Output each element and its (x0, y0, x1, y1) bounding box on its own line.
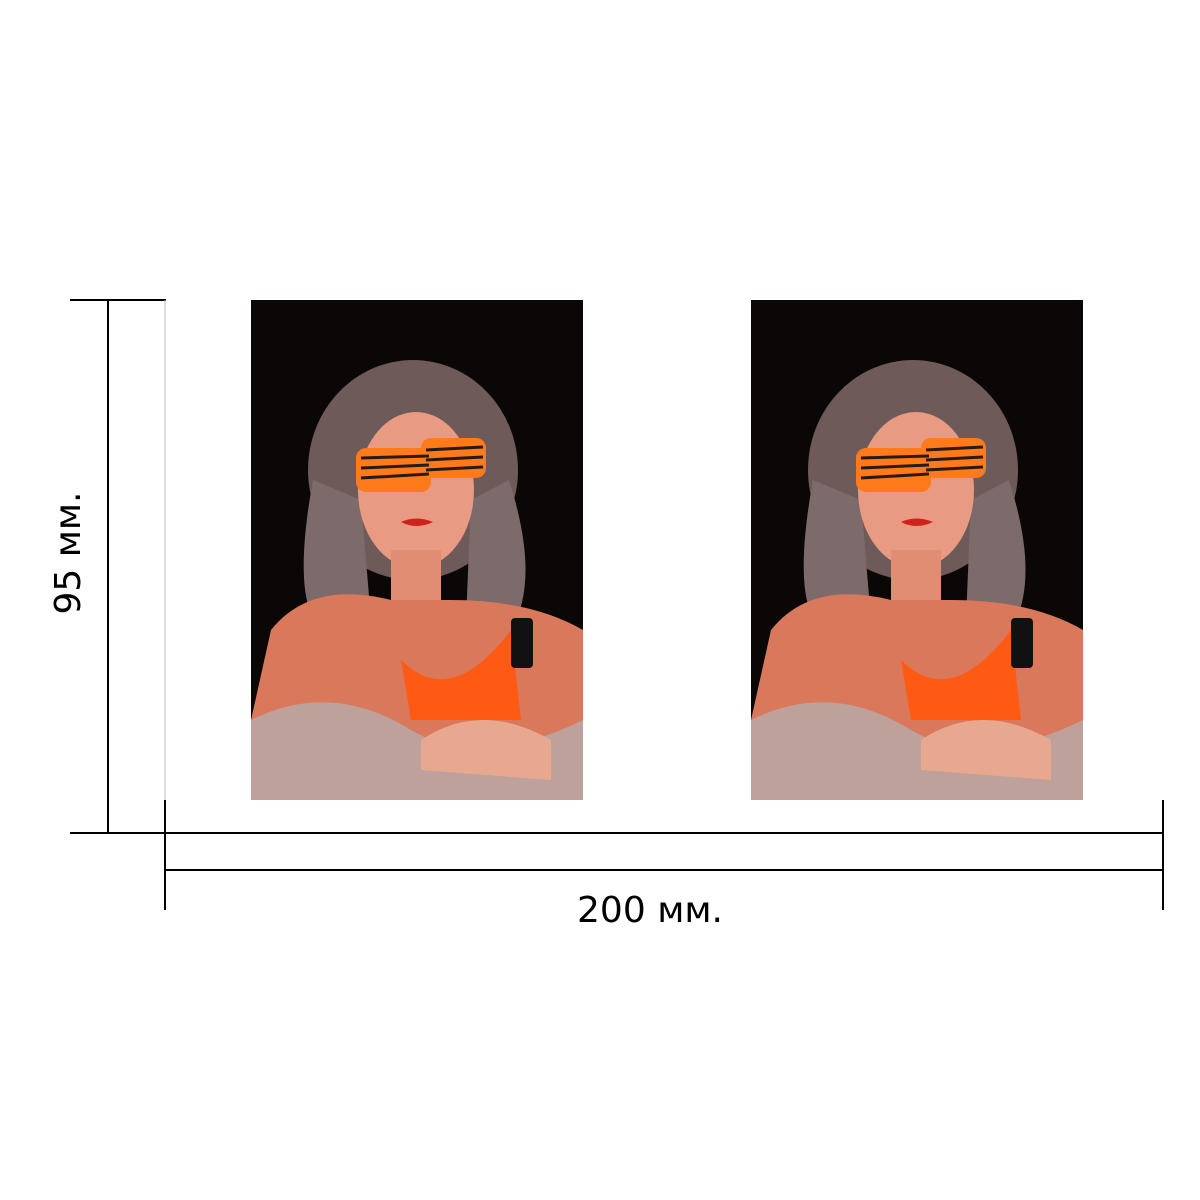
product-photo (749, 298, 1085, 802)
product-photo (249, 298, 585, 802)
height-dimension (70, 299, 166, 834)
width-dimension (164, 800, 1164, 910)
width-label: 200 мм. (577, 890, 723, 931)
height-label: 95 мм. (48, 491, 89, 614)
